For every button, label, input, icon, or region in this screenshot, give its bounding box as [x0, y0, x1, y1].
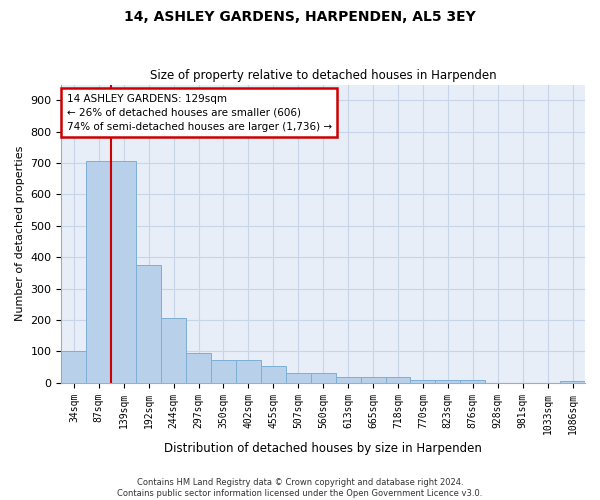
Text: Contains HM Land Registry data © Crown copyright and database right 2024.
Contai: Contains HM Land Registry data © Crown c… [118, 478, 482, 498]
Bar [236, 360, 261, 383]
Bar [286, 374, 311, 383]
Bar [560, 381, 585, 383]
Bar [335, 376, 361, 383]
Bar [161, 318, 186, 383]
Bar [460, 380, 485, 383]
Text: 14, ASHLEY GARDENS, HARPENDEN, AL5 3EY: 14, ASHLEY GARDENS, HARPENDEN, AL5 3EY [124, 10, 476, 24]
Bar [386, 376, 410, 383]
Bar [410, 380, 436, 383]
Bar [61, 352, 86, 383]
Text: 14 ASHLEY GARDENS: 129sqm
← 26% of detached houses are smaller (606)
74% of semi: 14 ASHLEY GARDENS: 129sqm ← 26% of detac… [67, 94, 332, 132]
Bar [211, 360, 236, 383]
Bar [436, 380, 460, 383]
Bar [186, 352, 211, 383]
X-axis label: Distribution of detached houses by size in Harpenden: Distribution of detached houses by size … [164, 442, 482, 455]
Bar [311, 374, 335, 383]
Title: Size of property relative to detached houses in Harpenden: Size of property relative to detached ho… [150, 69, 497, 82]
Bar [86, 161, 111, 383]
Bar [261, 366, 286, 383]
Bar [136, 265, 161, 383]
Bar [111, 161, 136, 383]
Bar [361, 376, 386, 383]
Y-axis label: Number of detached properties: Number of detached properties [15, 146, 25, 322]
